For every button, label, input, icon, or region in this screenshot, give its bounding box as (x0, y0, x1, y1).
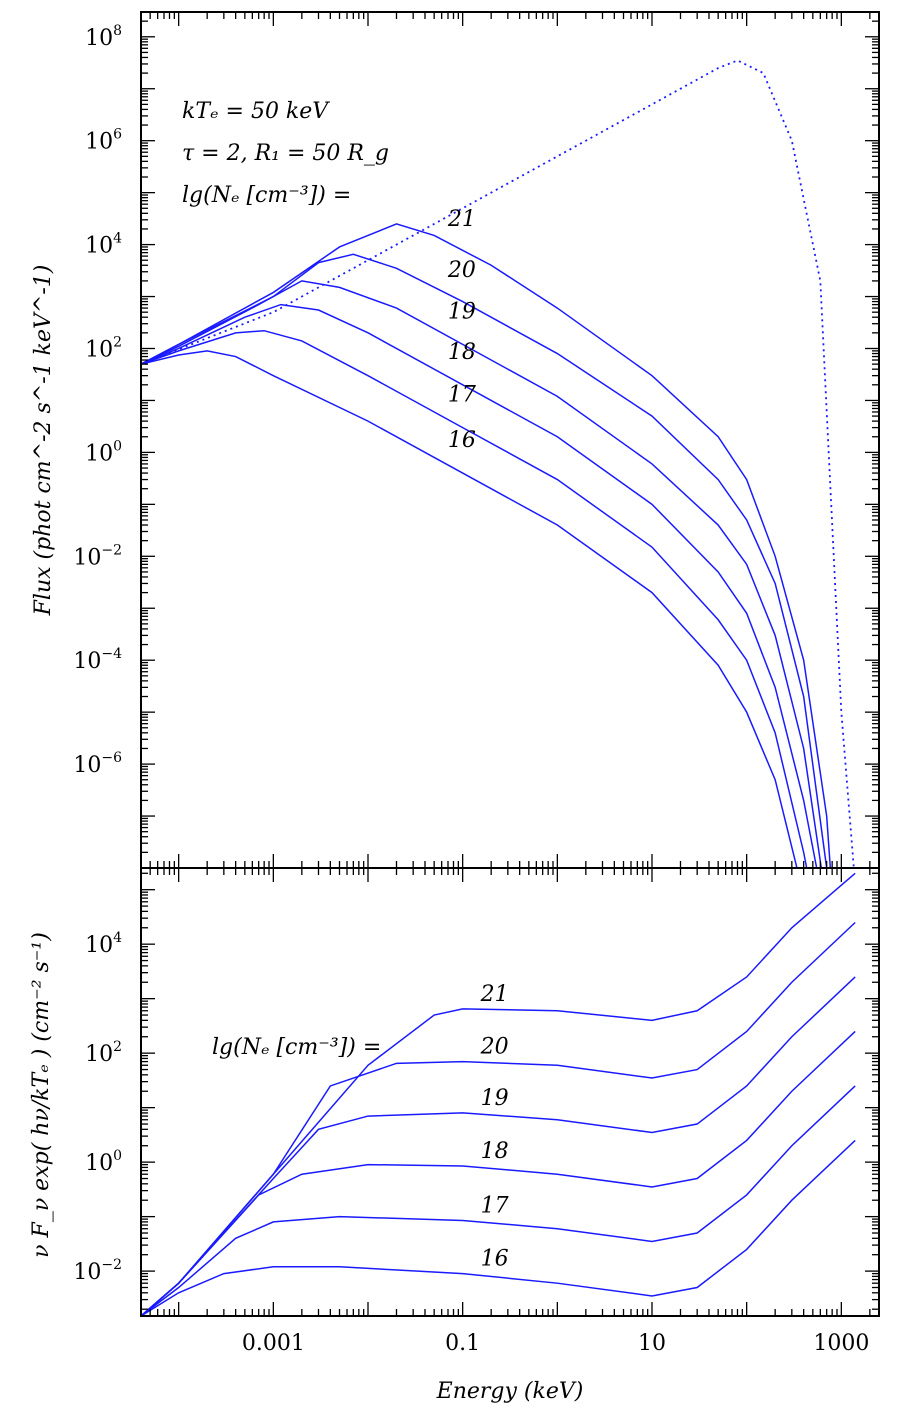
annotation-ne: lg(Nₑ [cm⁻³]) = (182, 183, 351, 208)
y-tick-label: 100 (85, 438, 122, 466)
bottom-curves (141, 872, 856, 1316)
y-tick-label: 10−4 (73, 646, 122, 674)
annotation-tau: τ = 2, R₁ = 50 R_g (182, 141, 389, 166)
series-label-21: 21 (447, 207, 476, 232)
x-tick-label: 1000 (813, 1331, 869, 1356)
series-label-17: 17 (448, 383, 476, 408)
y-tick-label: 102 (85, 334, 122, 362)
y-tick-label: 100 (85, 1148, 122, 1176)
series-line-17 (141, 329, 808, 868)
bottom-y-axis-label: ν F_ν exp( hν/kTₑ ) (cm⁻² s⁻¹) (29, 932, 54, 1258)
annotation-kte: kTₑ = 50 keV (182, 99, 330, 124)
series-label-19: 19 (448, 299, 476, 324)
top-panel: 108 106 104 102 100 10−2 10−4 10−6 21 20 19 18 17 16… (31, 11, 880, 869)
y-tick-label: 104 (85, 930, 122, 958)
bottom-plot-frame (140, 867, 880, 1317)
series-line-20 (141, 253, 828, 868)
y-tick-label: 10−6 (73, 750, 122, 778)
y-tick-label: 108 (85, 23, 122, 51)
x-tick-label: 0.001 (242, 1331, 305, 1356)
bottom-x-tick-labels: 0.001 0.1 10 1000 (242, 1331, 869, 1356)
series-line-18 (141, 1030, 856, 1316)
top-ticks (140, 11, 879, 869)
series-label-18: 18 (481, 1139, 509, 1164)
series-line-17 (141, 1085, 856, 1316)
series-label-19: 19 (481, 1086, 509, 1111)
bottom-ticks (140, 868, 879, 1316)
bottom-y-tick-labels: 104 102 100 10−2 (73, 930, 122, 1285)
series-line-19 (141, 280, 823, 868)
top-y-tick-labels: 108 106 104 102 100 10−2 10−4 10−6 (73, 23, 122, 778)
series-line-16 (141, 350, 798, 868)
series-label-17: 17 (481, 1193, 509, 1218)
top-curve-labels: 21 20 19 18 17 16 (447, 207, 476, 453)
x-tick-label: 0.1 (445, 1331, 480, 1356)
series-line-16 (141, 1139, 856, 1316)
top-curves (141, 59, 855, 868)
series-label-20: 20 (447, 258, 476, 283)
series-line-20 (141, 921, 856, 1316)
envelope-curve (141, 59, 855, 868)
y-tick-label: 102 (85, 1039, 122, 1067)
bottom-panel: 104 102 100 10−2 0.001 0.1 10 1000 21 20 19 18 17 1… (29, 867, 880, 1356)
series-label-20: 20 (480, 1035, 509, 1060)
x-tick-label: 10 (638, 1331, 666, 1356)
y-tick-label: 106 (85, 127, 122, 155)
series-line-21 (141, 223, 832, 868)
series-label-21: 21 (480, 982, 509, 1007)
top-y-axis-label: Flux (phot cm^-2 s^-1 keV^-1) (31, 265, 56, 617)
series-label-18: 18 (448, 340, 476, 365)
bottom-curve-labels: 21 20 19 18 17 16 (480, 982, 509, 1272)
annotation-ne-bottom: lg(Nₑ [cm⁻³]) = (212, 1035, 381, 1060)
y-tick-label: 104 (85, 231, 122, 259)
series-line-18 (141, 303, 818, 868)
y-tick-label: 10−2 (73, 1257, 122, 1285)
x-axis-label: Energy (keV) (436, 1379, 584, 1404)
y-tick-label: 10−2 (73, 542, 122, 570)
series-label-16: 16 (448, 428, 476, 453)
series-label-16: 16 (481, 1247, 509, 1272)
